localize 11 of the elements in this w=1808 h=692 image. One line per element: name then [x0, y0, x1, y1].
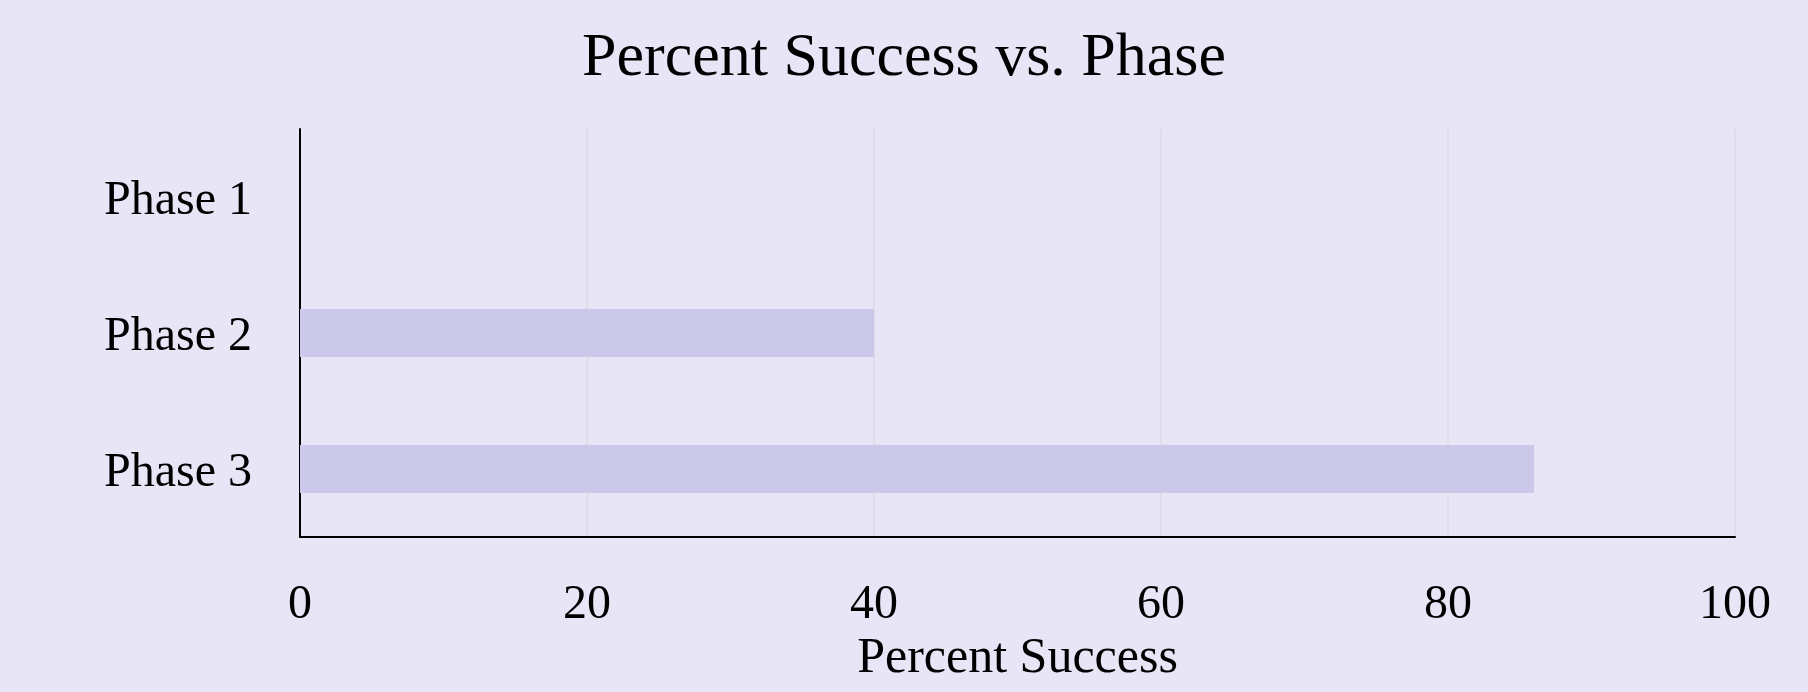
x-tick-label: 40 [850, 574, 898, 628]
x-tick-label: 60 [1137, 574, 1185, 628]
y-tick-label: Phase 2 [104, 306, 252, 360]
chart-title: Percent Success vs. Phase [582, 20, 1226, 88]
x-axis-title: Percent Success [857, 626, 1178, 683]
y-tick-label: Phase 3 [104, 442, 252, 496]
y-tick-label: Phase 1 [104, 170, 252, 224]
x-tick-label: 80 [1424, 574, 1472, 628]
x-tick-label: 0 [288, 574, 312, 628]
x-tick-label: 20 [563, 574, 611, 628]
x-tick-label: 100 [1699, 574, 1771, 628]
